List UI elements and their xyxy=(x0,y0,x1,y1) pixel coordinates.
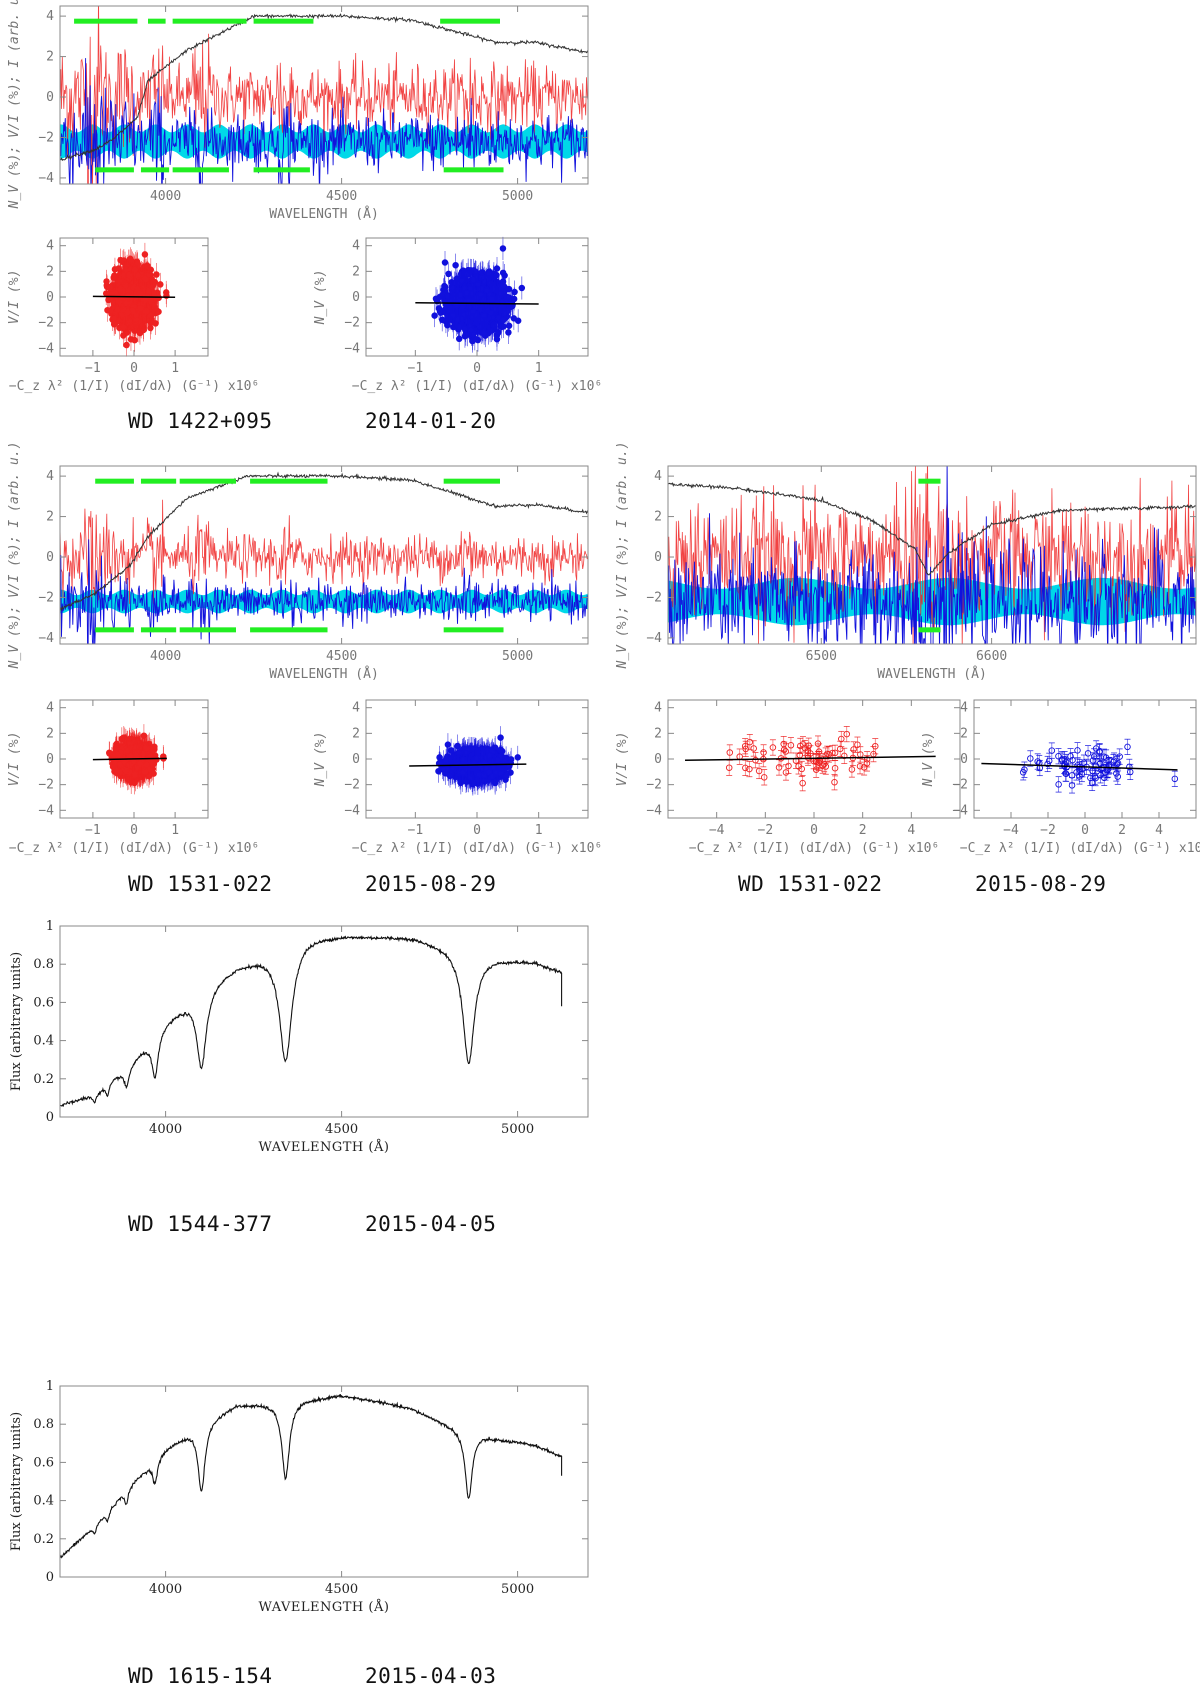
x-tick-label: 4000 xyxy=(150,189,181,204)
line-mask-bottom xyxy=(253,167,310,173)
data-point xyxy=(103,278,110,285)
fit-line xyxy=(92,295,176,299)
data-point xyxy=(147,324,154,332)
data-point xyxy=(103,283,111,291)
data-point xyxy=(119,312,126,319)
data-point xyxy=(142,308,150,315)
y-tick-label: 4 xyxy=(46,239,54,254)
y-tick-label: −2 xyxy=(38,130,54,145)
line-mask-top xyxy=(148,18,166,24)
line-mask-bottom xyxy=(140,167,170,173)
data-point xyxy=(147,312,155,319)
data-point xyxy=(141,251,149,258)
y-tick-label: 0 xyxy=(46,290,54,305)
y-axis-label: V/I (%) xyxy=(7,270,22,325)
line-mask-top xyxy=(74,18,138,24)
data-point xyxy=(136,290,144,297)
x-tick-label: 1 xyxy=(171,361,179,376)
y-tick-label: −4 xyxy=(38,341,54,356)
line-mask-top xyxy=(440,18,500,24)
y-axis-label: N_V (%); V/I (%); I (arb. u.) xyxy=(7,0,22,209)
y-tick-label: −4 xyxy=(38,171,54,186)
data-point xyxy=(110,274,117,281)
correlation-panel-corr1v: −1 0 1 −4 −2 0 2 4 −C_z λ² (1/I) (dI/dλ) (G⁻¹) x… xyxy=(7,237,259,394)
y-tick-label: 4 xyxy=(46,9,54,24)
data-point xyxy=(115,277,123,285)
data-point xyxy=(125,271,133,279)
data-point xyxy=(114,306,122,314)
data-point xyxy=(143,262,151,269)
data-point xyxy=(129,307,137,315)
spectrum-panel-spec1: 4000 4500 5000 −4 −2 0 2 4 WAVELENGTH (Å) N_V (%)… xyxy=(7,0,589,222)
data-point xyxy=(152,320,159,327)
plot-area xyxy=(60,6,588,184)
x-tick-label: 5000 xyxy=(502,189,533,204)
data-point xyxy=(441,259,449,266)
data-point xyxy=(142,275,149,283)
y-tick-label: −2 xyxy=(38,316,54,331)
x-tick-label: 0 xyxy=(130,361,138,376)
line-mask-top xyxy=(253,18,314,24)
data-point xyxy=(445,270,452,278)
data-point xyxy=(499,245,507,252)
data-point xyxy=(119,324,127,331)
data-point xyxy=(455,335,463,343)
data-point xyxy=(117,285,124,293)
data-point xyxy=(147,297,154,305)
x-tick-label: 4500 xyxy=(326,189,357,204)
plot-area xyxy=(431,236,526,353)
intensity-trace xyxy=(60,13,588,162)
line-mask-bottom xyxy=(95,167,134,173)
x-axis-label: −C_z λ² (1/I) (dI/dλ) (G⁻¹) x10⁶ xyxy=(9,379,259,394)
data-point xyxy=(505,329,512,336)
x-axis-label: WAVELENGTH (Å) xyxy=(269,206,379,222)
line-mask-top xyxy=(172,18,247,24)
data-point xyxy=(431,312,438,319)
null-trace xyxy=(60,58,588,184)
line-mask-bottom xyxy=(172,167,229,173)
line-mask-bottom xyxy=(443,167,504,173)
data-point xyxy=(511,288,518,296)
data-point xyxy=(122,266,129,273)
data-point xyxy=(137,304,144,312)
data-point xyxy=(153,271,160,278)
plot-frame xyxy=(59,5,589,185)
y-tick-label: 0 xyxy=(46,90,54,105)
x-tick-label: −1 xyxy=(85,361,101,376)
y-tick-label: 2 xyxy=(46,50,54,65)
data-point xyxy=(518,284,526,292)
y-tick-label: 2 xyxy=(46,264,54,279)
plot-area xyxy=(102,242,170,357)
data-point xyxy=(452,261,459,269)
data-point xyxy=(131,266,139,273)
